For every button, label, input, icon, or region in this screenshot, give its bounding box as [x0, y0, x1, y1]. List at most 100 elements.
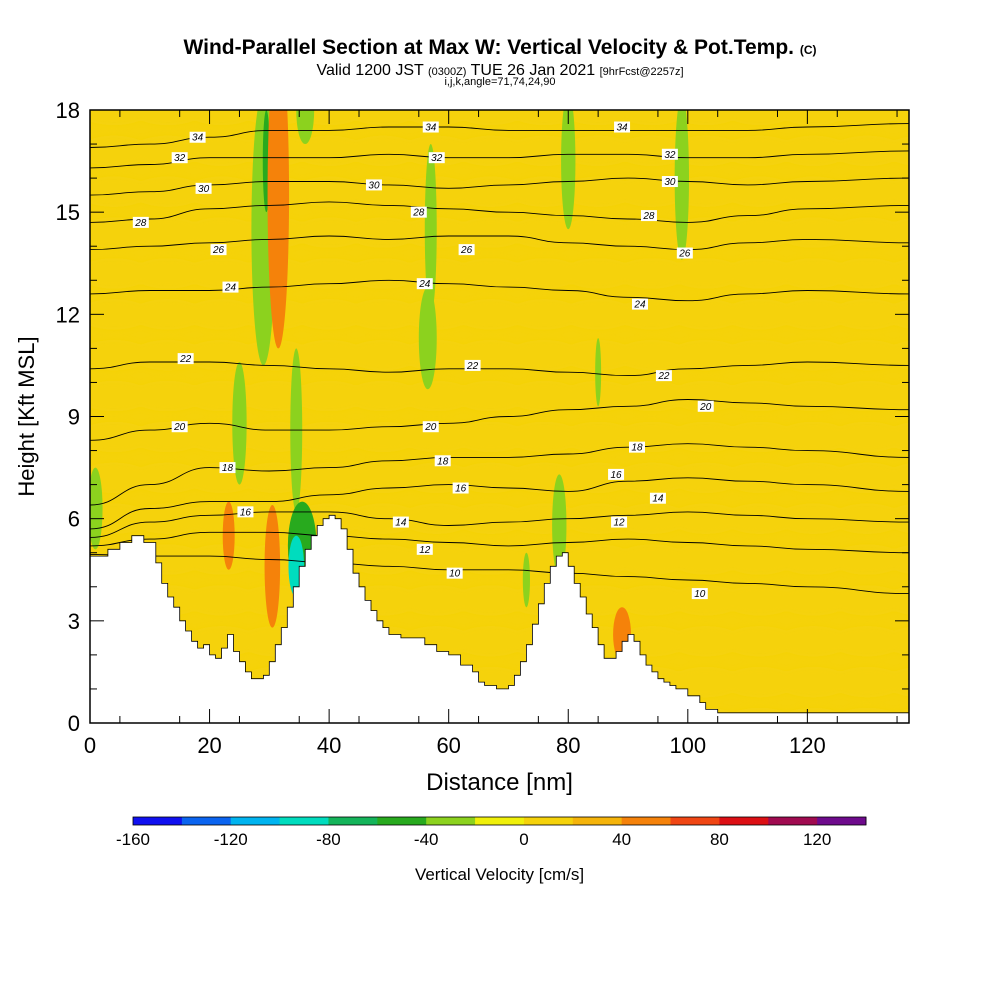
- contour-label: 20: [699, 402, 712, 413]
- field-band: [347, 217, 419, 248]
- field-band: [831, 176, 904, 208]
- colorbar-segment: [475, 817, 525, 825]
- contour-label-box: [132, 216, 149, 228]
- contour-label: 14: [395, 518, 407, 529]
- field-band: [616, 585, 688, 616]
- contour-label: 30: [198, 184, 210, 195]
- field-band: [831, 625, 904, 657]
- contour-label: 18: [437, 456, 449, 467]
- field-band: [131, 299, 204, 330]
- field-band: [131, 217, 204, 248]
- field-band: [777, 625, 850, 657]
- field-band: [777, 380, 850, 412]
- valid-time: Valid 1200 JST (0300Z) TUE 26 Jan 2021 […: [0, 62, 1000, 80]
- colorbar-segment: [670, 817, 720, 825]
- field-band: [831, 462, 904, 494]
- field-band: [400, 135, 473, 167]
- contour-label-box: [195, 182, 212, 194]
- field-band: [185, 585, 258, 616]
- contour-label: 22: [657, 371, 670, 382]
- field-band: [454, 380, 527, 412]
- field-band: [562, 544, 635, 575]
- contour-label-box: [428, 152, 445, 164]
- y-tick-label: 0: [68, 711, 80, 736]
- field-band: [508, 421, 581, 453]
- contour-label: 26: [460, 245, 473, 256]
- contour-label: 28: [642, 211, 655, 222]
- contour-label: 18: [631, 443, 643, 454]
- field-band: [669, 339, 742, 371]
- w-feature: [595, 338, 602, 407]
- field-band: [885, 463, 909, 493]
- field-band: [885, 381, 909, 411]
- field-band: [562, 176, 635, 208]
- theta-contour-32: [90, 150, 909, 169]
- field-band: [131, 176, 204, 208]
- colorbar-tick-label: 80: [710, 830, 729, 849]
- field-band: [562, 217, 635, 248]
- field-band: [400, 339, 473, 371]
- field-band: [777, 110, 850, 126]
- y-tick-label: 12: [56, 302, 80, 327]
- field-band: [885, 340, 909, 370]
- field-band: [131, 380, 204, 412]
- field-band: [723, 176, 796, 208]
- field-band: [562, 258, 635, 289]
- colorbar-segment: [817, 817, 867, 825]
- field-band: [347, 544, 419, 575]
- contour-label-box: [446, 567, 463, 579]
- contour-label-box: [177, 353, 194, 365]
- contour-label: 34: [616, 123, 628, 134]
- x-tick-label: 100: [669, 733, 706, 758]
- field-band: [669, 462, 742, 494]
- field-band: [293, 217, 365, 248]
- contour-label: 30: [664, 177, 676, 188]
- field-band: [723, 462, 796, 494]
- colorbar-tick-label: -80: [316, 830, 341, 849]
- colorbar-tick-label: -120: [214, 830, 248, 849]
- field-band: [454, 258, 527, 289]
- field-band: [777, 135, 850, 167]
- y-tick-label: 15: [56, 200, 80, 225]
- field-band: [400, 299, 473, 330]
- theta-contour-18: [90, 443, 909, 506]
- field-band: [562, 110, 634, 126]
- contour-label: 16: [611, 470, 623, 481]
- contour-label-box: [434, 455, 451, 467]
- field-band: [454, 217, 527, 248]
- field-band: [831, 258, 904, 289]
- contour-label-box: [219, 462, 236, 474]
- contour-label-box: [222, 281, 239, 293]
- w-feature: [522, 552, 530, 608]
- contour-label-box: [608, 468, 625, 480]
- colorbar-segment: [523, 817, 574, 825]
- field-band: [347, 110, 419, 126]
- w-features: [90, 110, 690, 662]
- field-band: [723, 421, 796, 453]
- field-band: [400, 380, 473, 412]
- field-band: [90, 299, 150, 330]
- field-band: [831, 110, 904, 126]
- chart-title: Wind-Parallel Section at Max W: Vertical…: [0, 36, 1000, 60]
- contour-label: 10: [449, 569, 461, 580]
- field-band: [669, 217, 742, 248]
- field-band: [885, 626, 909, 656]
- field-band: [90, 135, 150, 167]
- valid-date: TUE 26 Jan 2021: [470, 62, 596, 79]
- field-band: [185, 135, 258, 167]
- theta-contours: [90, 123, 909, 595]
- contour-label: 32: [664, 150, 676, 161]
- axes: 0 20 40 60 80 100 120 0 3 6 9 12 15 18 Distance [nm] He…: [14, 98, 910, 796]
- theta-contour-12: [90, 531, 909, 554]
- field-band: [508, 299, 581, 330]
- colorbar-segment: [377, 817, 427, 825]
- field-band: [90, 462, 150, 494]
- field-band: [777, 217, 850, 248]
- colorbar-segment: [328, 817, 378, 825]
- colorbar-segment: [768, 817, 818, 825]
- contour-label: 24: [633, 300, 646, 311]
- field-band: [777, 176, 850, 208]
- field-band: [669, 503, 742, 534]
- contour-label-box: [422, 121, 439, 133]
- field-band: [293, 462, 365, 494]
